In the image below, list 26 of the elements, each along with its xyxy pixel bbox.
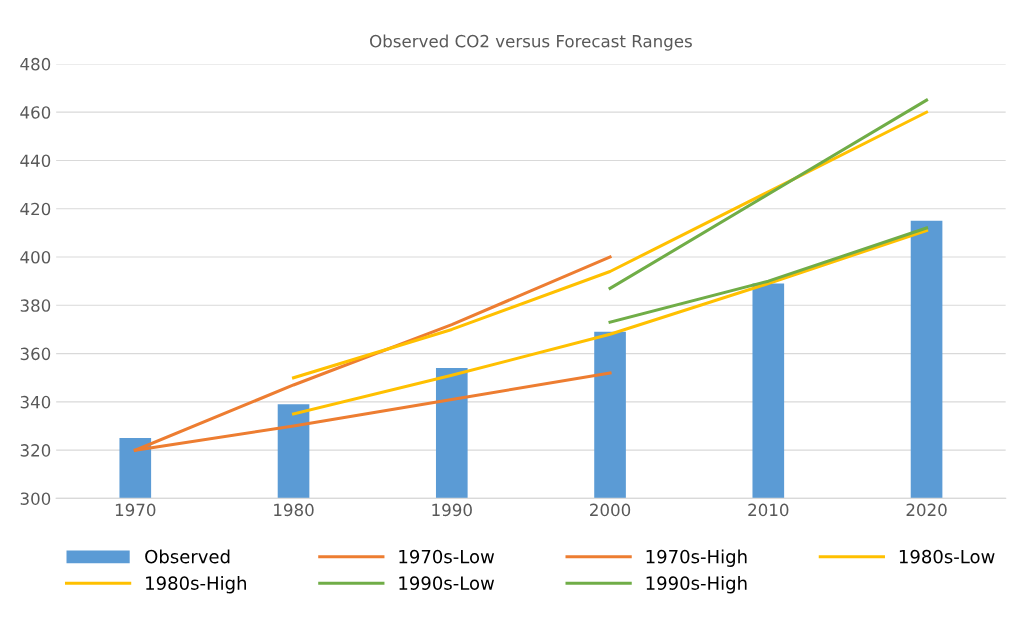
- x-tick-label: 2000: [590, 503, 631, 517]
- x-tick-label: 1980: [274, 503, 314, 517]
- legend-label: 1970s-Low: [399, 549, 495, 564]
- y-tick-label: 460: [20, 106, 51, 119]
- legend-label: 1970s-High: [646, 549, 747, 567]
- x-tick-label: 1970: [115, 503, 156, 517]
- y-tick-label: 400: [20, 250, 51, 264]
- y-tick-label: 480: [20, 57, 51, 71]
- legend-label: 1990s-Low: [399, 576, 495, 590]
- line-series: [292, 110, 929, 380]
- y-tick-label: 420: [20, 202, 51, 216]
- legend-label: 1980s-Low: [899, 549, 995, 564]
- line-series: [292, 228, 929, 416]
- y-tick-label: 340: [20, 395, 51, 409]
- y-tick-label: 320: [20, 444, 51, 457]
- y-tick-label: 360: [20, 347, 51, 361]
- x-tick-label: 2020: [906, 503, 947, 517]
- legend-label: 1980s-High: [146, 575, 246, 594]
- y-tick-label: 380: [20, 299, 51, 312]
- legend-label: Observed: [145, 549, 230, 564]
- legend-label: 1990s-High: [646, 575, 747, 594]
- x-tick-label: 1990: [432, 503, 472, 517]
- chart-title: Observed CO2 versus Forecast Ranges: [370, 34, 692, 51]
- y-tick-label: 300: [20, 492, 51, 505]
- y-tick-label: 440: [20, 154, 51, 168]
- x-tick-label: 2010: [748, 503, 789, 517]
